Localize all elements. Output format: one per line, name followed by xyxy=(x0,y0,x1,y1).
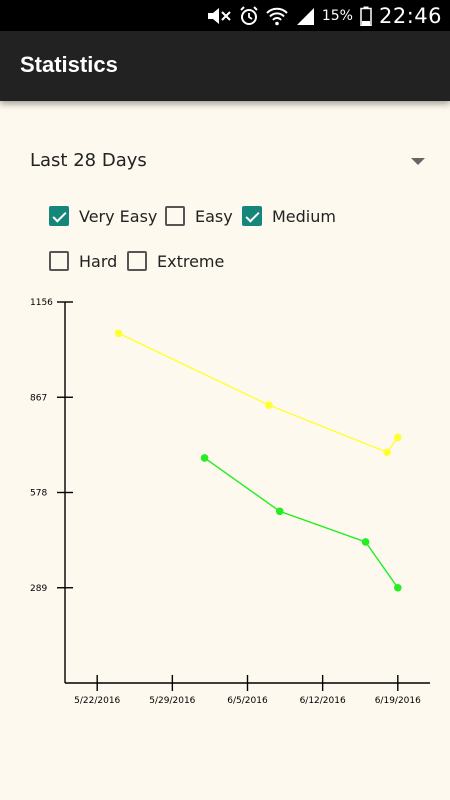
mute-icon xyxy=(207,8,231,24)
data-point xyxy=(265,401,273,409)
data-point xyxy=(200,454,209,462)
statistics-chart: 289 578 867 1156 5/22/2016 5/29/2016 6/5/2016 6… xyxy=(30,298,430,706)
x-tick-label: 6/19/2016 xyxy=(375,696,421,706)
checkbox-extreme[interactable] xyxy=(127,251,147,271)
page-title: Statistics xyxy=(20,52,118,77)
dropdown-arrow-icon xyxy=(411,158,425,165)
battery-percent: 15% xyxy=(321,8,353,24)
series-line-1 xyxy=(204,457,399,589)
chart-axes xyxy=(57,301,430,691)
checkbox-label: Extreme xyxy=(157,251,225,271)
alarm-icon xyxy=(240,6,258,25)
data-point xyxy=(393,583,402,592)
x-tick-label: 6/5/2016 xyxy=(227,696,268,706)
y-tick-label: 578 xyxy=(30,489,47,499)
battery-icon xyxy=(360,6,372,26)
filter-checkbox-medium[interactable]: Medium xyxy=(242,201,336,231)
checkbox-easy[interactable] xyxy=(165,206,185,226)
status-bar: 15% 22:46 xyxy=(0,0,450,31)
data-point xyxy=(383,448,391,457)
x-tick-label: 6/12/2016 xyxy=(300,696,346,706)
status-clock: 22:46 xyxy=(378,4,442,28)
x-tick-label: 5/29/2016 xyxy=(149,696,195,706)
wifi-icon xyxy=(266,7,288,26)
checkbox-hard[interactable] xyxy=(49,251,69,271)
data-point xyxy=(361,538,370,546)
data-point xyxy=(114,329,123,338)
checkbox-label: Hard xyxy=(79,251,118,271)
y-tick-label: 867 xyxy=(30,393,47,403)
status-icons: 15% 22:46 xyxy=(206,4,442,28)
checkbox-label: Easy xyxy=(195,206,233,226)
x-tick-label: 5/22/2016 xyxy=(74,696,120,706)
checkbox-medium[interactable] xyxy=(242,206,262,226)
chart-tick-labels: 289 578 867 1156 5/22/2016 5/29/2016 6/5/2016 6… xyxy=(30,298,421,706)
chart-series xyxy=(114,329,402,592)
range-spinner-value: Last 28 Days xyxy=(30,150,147,171)
y-tick-label: 289 xyxy=(30,584,47,594)
filter-checkbox-hard[interactable]: Hard xyxy=(49,246,117,276)
filter-checkbox-very-easy[interactable]: Very Easy xyxy=(49,201,157,231)
data-point xyxy=(275,507,284,516)
y-tick-label: 1156 xyxy=(30,298,53,308)
app-bar: Statistics xyxy=(0,31,450,101)
series-line-0 xyxy=(118,332,399,454)
filter-checkbox-easy[interactable]: Easy xyxy=(165,201,233,231)
range-spinner[interactable]: Last 28 Days xyxy=(0,140,450,184)
checkbox-label: Medium xyxy=(272,206,336,226)
signal-icon xyxy=(296,8,314,25)
checkbox-very-easy[interactable] xyxy=(49,206,69,226)
checkbox-label: Very Easy xyxy=(79,206,158,226)
filter-checkbox-extreme[interactable]: Extreme xyxy=(127,246,224,276)
data-point xyxy=(393,433,402,442)
